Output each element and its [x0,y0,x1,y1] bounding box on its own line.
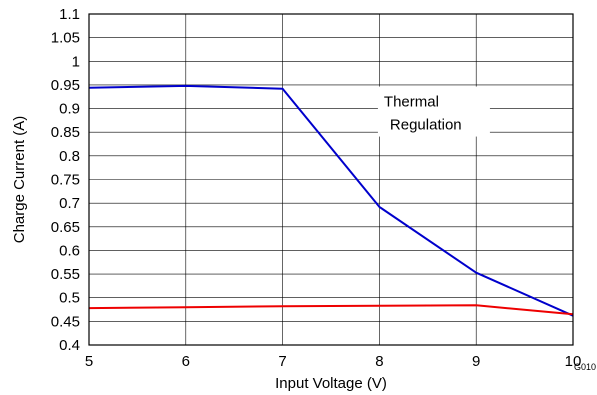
y-tick-label: 0.7 [59,195,80,212]
annotation-background [377,86,490,137]
x-tick-label: 10 [565,353,582,370]
y-tick-label: 0.75 [51,172,80,189]
y-tick-label: 1 [72,53,80,70]
figure-code-label: G010 [574,362,596,372]
x-axis-title: Input Voltage (V) [275,375,387,392]
annotation-line-1: Thermal [384,94,439,111]
x-tick-label: 7 [278,353,286,370]
y-tick-label: 0.8 [59,148,80,165]
y-tick-label: 0.65 [51,219,80,236]
series-line-0 [88,84,574,317]
x-tick-label: 8 [375,353,383,370]
series-group [88,84,574,317]
y-tick-label: 1.1 [59,6,80,23]
series-line-1 [88,304,574,316]
y-tick-label: 0.45 [51,313,80,330]
y-tick-label: 0.55 [51,266,80,283]
x-tick-label: 5 [85,353,93,370]
x-tick-label: 9 [472,353,480,370]
y-tick-label: 0.9 [59,101,80,118]
y-tick-label: 0.6 [59,242,80,259]
y-tick-label: 1.05 [51,30,80,47]
y-tick-labels: 0.4 0.45 0.5 0.55 0.6 0.65 0.7 0.75 0.8 0.85 0.9 0.… [51,6,80,354]
annotation-group: Thermal Regulation [377,86,490,137]
y-tick-label: 0.85 [51,124,80,141]
annotation-line-2: Regulation [390,117,462,134]
y-tick-label: 0.95 [51,77,80,94]
x-tick-label: 6 [182,353,190,370]
x-tick-labels: 5 6 7 8 9 10 [85,353,582,370]
y-tick-label: 0.5 [59,290,80,307]
y-tick-label: 0.4 [59,337,80,354]
y-axis-title: Charge Current (A) [11,116,28,244]
plot-frame [88,13,574,346]
